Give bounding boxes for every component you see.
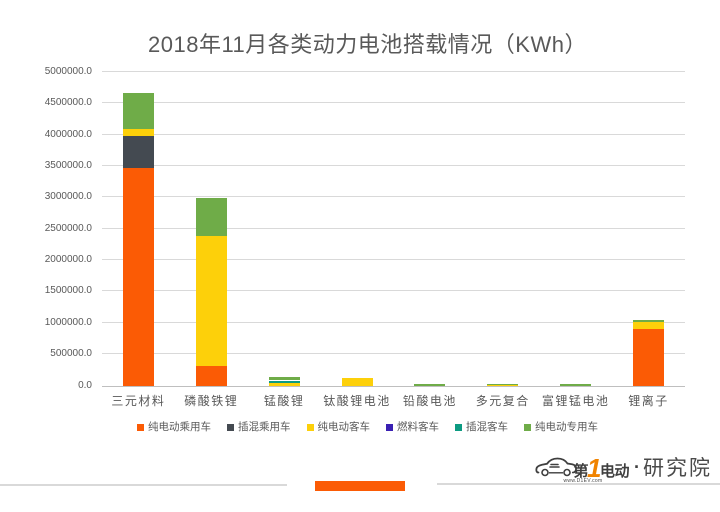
bar-segment <box>268 377 300 381</box>
bar-column <box>414 383 446 386</box>
logo-brand-text: 第1电动 <box>573 452 630 483</box>
bar-segment <box>633 321 665 329</box>
x-axis-label: 富锂锰电池 <box>541 394 610 408</box>
legend-item: 插混乘用车 <box>227 420 291 433</box>
x-axis-label: 钛酸锂电池 <box>323 394 391 408</box>
logo-one-digit: 1 <box>587 452 601 483</box>
y-tick-label: 1500000.0 <box>44 285 92 297</box>
plot-area <box>102 71 685 387</box>
footer-divider-left <box>0 484 287 486</box>
legend-label: 插混客车 <box>466 420 508 433</box>
legend-item: 纯电动专用车 <box>524 420 598 433</box>
x-axis-label: 多元复合 <box>475 394 530 408</box>
y-tick-label: 2500000.0 <box>44 222 92 234</box>
bar-segment <box>268 380 300 383</box>
bar-segment <box>195 197 227 236</box>
y-tick-label: 0.0 <box>78 379 92 391</box>
gridline <box>102 133 685 135</box>
gridline <box>102 165 685 167</box>
gridline <box>102 71 685 72</box>
bar-segment <box>195 365 227 386</box>
y-tick-label: 2000000.0 <box>44 254 92 266</box>
gridline <box>102 353 685 355</box>
legend-label: 纯电动专用车 <box>535 420 598 433</box>
y-tick-label: 3500000.0 <box>44 160 92 172</box>
bar-segment <box>341 378 373 386</box>
gridline <box>102 321 685 323</box>
legend-label: 插混乘用车 <box>238 420 291 433</box>
legend-label: 燃料客车 <box>397 420 439 433</box>
logo-url-text: www.D1EV.com <box>563 478 603 484</box>
bar-column <box>195 197 227 386</box>
logo-institute-text: 研究院 <box>643 457 712 480</box>
brand-logo: www.D1EV.com 第1电动 · 研究院 <box>534 452 713 484</box>
bar-segment <box>122 93 154 130</box>
bar-segment <box>414 383 446 386</box>
x-axis-label: 锂离子 <box>628 394 669 408</box>
bar-segment <box>633 328 665 386</box>
bar-column <box>341 378 373 386</box>
bar-segment <box>195 235 227 366</box>
y-tick-label: 3000000.0 <box>44 191 92 203</box>
legend-swatch <box>455 423 462 431</box>
bar-segment <box>560 383 592 386</box>
legend-swatch <box>227 423 234 431</box>
bar-segment <box>487 384 519 385</box>
chart-title: 2018年11月各类动力电池搭载情况（KWh） <box>148 32 587 57</box>
car-icon: www.D1EV.com <box>534 454 602 484</box>
bar-segment <box>122 129 154 136</box>
bar-column <box>560 383 592 386</box>
y-tick-label: 4500000.0 <box>44 97 92 109</box>
y-tick-label: 5000000.0 <box>44 66 92 77</box>
gridline <box>102 259 685 261</box>
footer-accent-bar <box>315 481 405 491</box>
gridline <box>102 227 685 229</box>
legend-swatch <box>137 423 144 431</box>
logo-separator-dot: · <box>634 456 640 477</box>
legend-item: 纯电动客车 <box>306 420 371 433</box>
gridline <box>102 196 685 198</box>
legend-item: 插混客车 <box>455 420 508 433</box>
x-axis-label: 三元材料 <box>111 394 166 408</box>
legend-label: 纯电动乘用车 <box>148 420 211 433</box>
y-tick-label: 1000000.0 <box>44 316 92 328</box>
y-tick-label: 4000000.0 <box>44 128 92 140</box>
bar-segment <box>122 167 154 386</box>
legend-item: 纯电动乘用车 <box>137 420 211 433</box>
x-axis-label: 磷酸铁锂 <box>184 394 239 408</box>
gridline <box>102 290 685 292</box>
y-tick-label: 500000.0 <box>50 348 92 360</box>
bar-column <box>633 319 665 386</box>
legend-swatch <box>386 423 393 431</box>
bar-column <box>487 384 519 386</box>
x-axis-line <box>102 385 685 387</box>
bar-segment <box>633 319 665 322</box>
legend-label: 纯电动客车 <box>317 420 371 433</box>
bar-segment <box>487 384 519 386</box>
legend: 纯电动乘用车 插混乘用车 纯电动客车 燃料客车 插混客车 纯电动专用车 <box>0 420 720 434</box>
bar-segment <box>122 135 154 168</box>
x-axis-label: 铅酸电池 <box>402 394 457 408</box>
legend-item: 燃料客车 <box>386 420 439 433</box>
gridline <box>102 102 685 104</box>
bar-column <box>268 377 300 386</box>
bar-segment <box>268 382 300 386</box>
footer-divider-right <box>437 483 720 485</box>
bar-column <box>122 93 154 386</box>
legend-swatch <box>306 423 314 431</box>
legend-swatch <box>524 423 531 431</box>
x-axis-label: 锰酸锂 <box>263 394 305 408</box>
